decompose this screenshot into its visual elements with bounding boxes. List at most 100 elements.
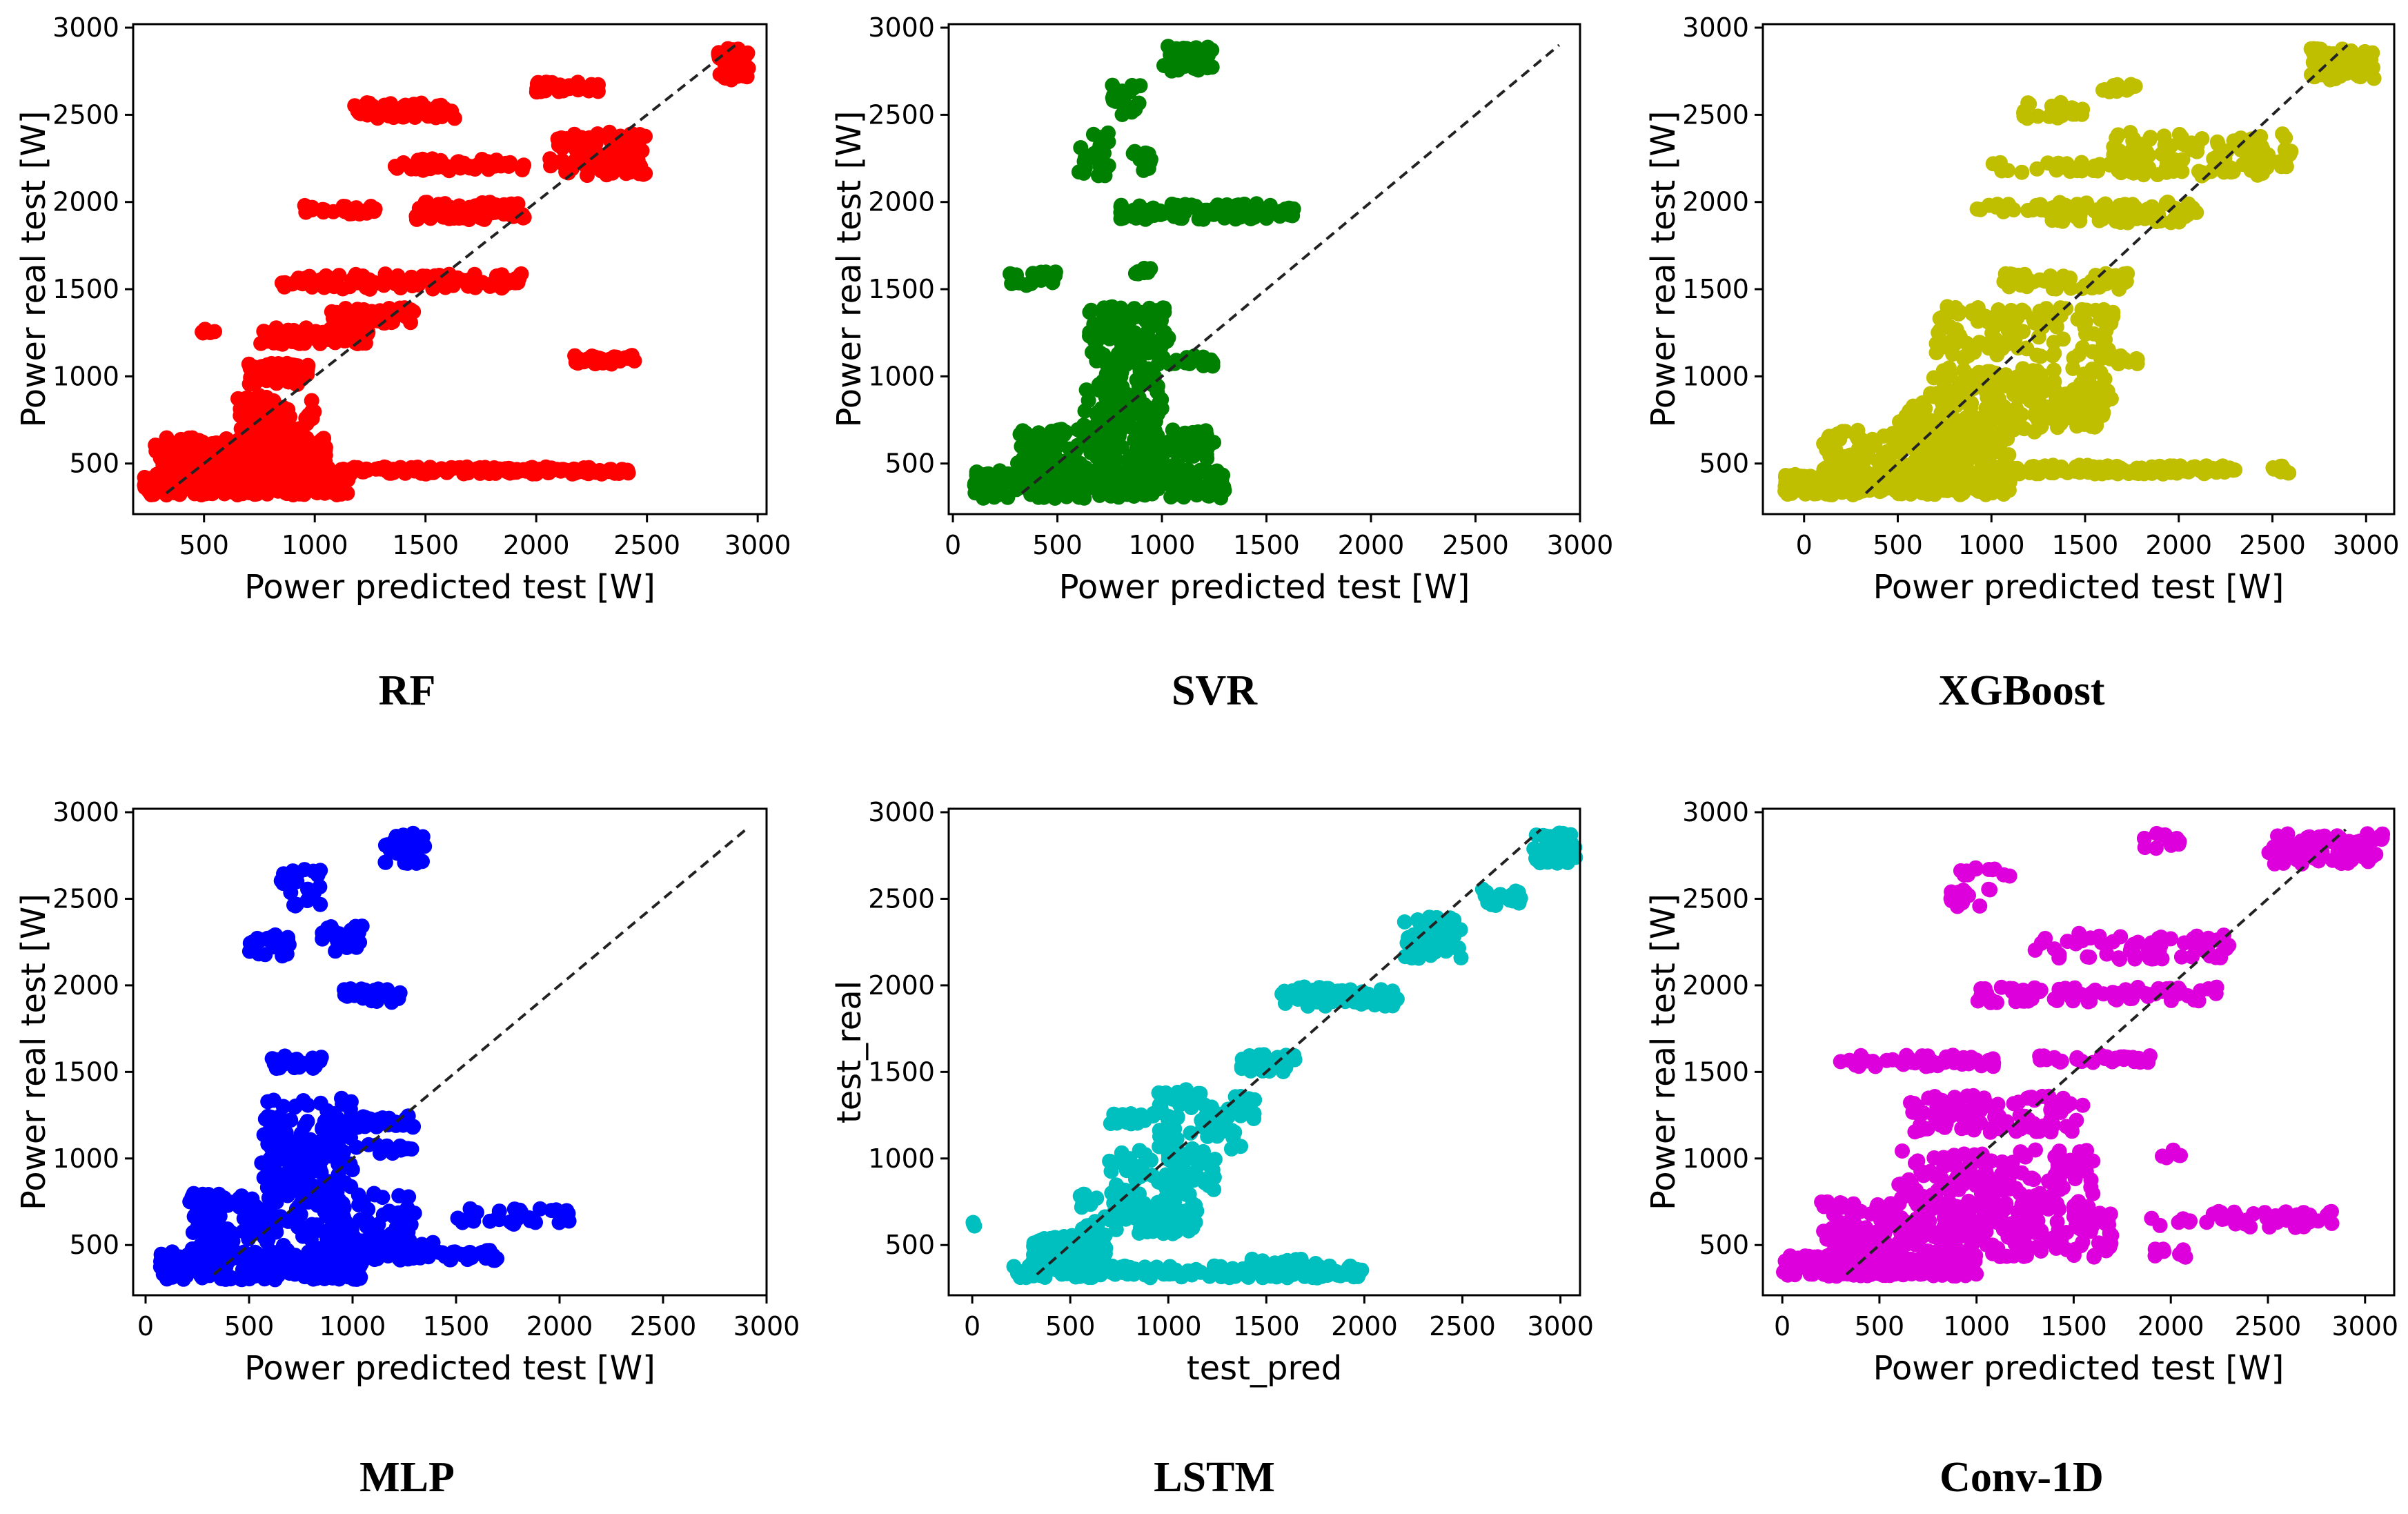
data-point	[299, 415, 315, 431]
data-point	[268, 1185, 284, 1201]
data-point	[381, 1110, 397, 1126]
data-point	[212, 1193, 228, 1209]
data-point	[172, 486, 188, 502]
points-rf	[137, 41, 756, 503]
data-point	[1221, 204, 1236, 219]
data-point	[242, 935, 258, 951]
data-point	[2049, 391, 2064, 406]
data-point	[2112, 460, 2128, 476]
data-point	[313, 1095, 328, 1111]
data-point	[137, 469, 152, 485]
y-tick-label: 3000	[52, 12, 119, 43]
data-point	[475, 195, 490, 210]
data-point	[438, 160, 454, 176]
data-point	[407, 110, 423, 125]
data-point	[1136, 208, 1152, 224]
data-point	[2030, 108, 2046, 124]
y-tick-label: 500	[1699, 449, 1749, 479]
scatter-plot-xgboost: 0 500 1000 1500 2000 2500 30005001000150020002…	[1644, 12, 2400, 607]
data-point	[1999, 483, 2014, 499]
data-point	[1237, 205, 1253, 221]
data-point	[1114, 107, 1130, 122]
data-point	[2055, 331, 2071, 347]
data-point	[1190, 424, 1206, 440]
data-point	[288, 371, 303, 386]
data-point	[1938, 460, 1954, 475]
data-point	[1146, 308, 1162, 324]
data-point	[214, 1270, 229, 1286]
data-point	[387, 159, 403, 174]
data-point	[2084, 361, 2100, 377]
data-point	[2191, 164, 2207, 179]
data-point	[1997, 313, 2013, 329]
data-point	[1948, 442, 1964, 458]
data-point	[2227, 462, 2243, 478]
data-point	[313, 1050, 329, 1065]
data-point	[540, 79, 555, 95]
x-tick-label: 2500	[1442, 530, 1509, 560]
data-point	[146, 486, 161, 501]
data-point	[1981, 197, 1997, 213]
x-tick-label: 0	[137, 1311, 154, 1341]
data-point	[279, 1243, 295, 1258]
data-point	[1083, 445, 1099, 461]
data-point	[281, 452, 297, 468]
data-point	[1177, 425, 1193, 441]
data-point	[1082, 328, 1097, 344]
data-point	[720, 61, 736, 77]
x-tick-label: 1500	[423, 1311, 490, 1341]
y-tick-label: 500	[69, 449, 119, 479]
data-point	[291, 1059, 307, 1075]
data-point	[1980, 415, 1995, 431]
data-point	[493, 157, 509, 173]
data-point	[580, 351, 595, 366]
data-point	[967, 475, 983, 491]
data-point	[1168, 353, 1184, 368]
data-point	[288, 1201, 304, 1217]
data-point	[1917, 449, 1933, 465]
data-point	[1127, 386, 1143, 402]
data-point	[1077, 403, 1093, 419]
data-point	[393, 280, 408, 296]
data-point	[2053, 97, 2069, 112]
data-point	[257, 1111, 273, 1127]
data-point	[1027, 273, 1043, 288]
data-point	[1797, 477, 1813, 493]
data-point	[294, 1161, 310, 1177]
data-point	[1154, 392, 1170, 407]
data-point	[1129, 402, 1145, 418]
data-point	[2029, 462, 2045, 478]
data-point	[1933, 386, 1949, 402]
data-point	[249, 451, 265, 467]
data-point	[630, 153, 646, 169]
data-point	[2166, 152, 2182, 168]
data-point	[310, 1152, 326, 1168]
data-point	[1085, 420, 1101, 435]
data-point	[1931, 325, 1946, 340]
data-point	[638, 128, 653, 144]
data-point	[278, 1150, 294, 1166]
data-point	[225, 1244, 241, 1260]
data-point	[2092, 279, 2107, 295]
data-point	[2278, 130, 2293, 146]
data-point	[2072, 159, 2087, 175]
data-point	[379, 1138, 395, 1154]
data-point	[399, 462, 415, 478]
caption-mlp: MLP	[359, 1454, 455, 1501]
x-tick-label: 3000	[2333, 530, 2400, 560]
y-tick-label: 1000	[868, 361, 935, 391]
data-point	[234, 1272, 250, 1288]
data-point	[2030, 380, 2046, 395]
x-tick-label: 2500	[613, 530, 680, 560]
data-point	[1831, 482, 1847, 498]
data-point	[1984, 325, 2000, 341]
data-point	[1129, 440, 1145, 456]
data-point	[468, 1205, 484, 1220]
data-point	[1092, 478, 1108, 493]
data-point	[2071, 347, 2086, 362]
data-point	[2070, 311, 2086, 327]
data-point	[2340, 57, 2356, 73]
data-point	[1163, 43, 1179, 59]
x-tick-label: 3000	[1547, 530, 1614, 560]
data-point	[270, 482, 286, 498]
